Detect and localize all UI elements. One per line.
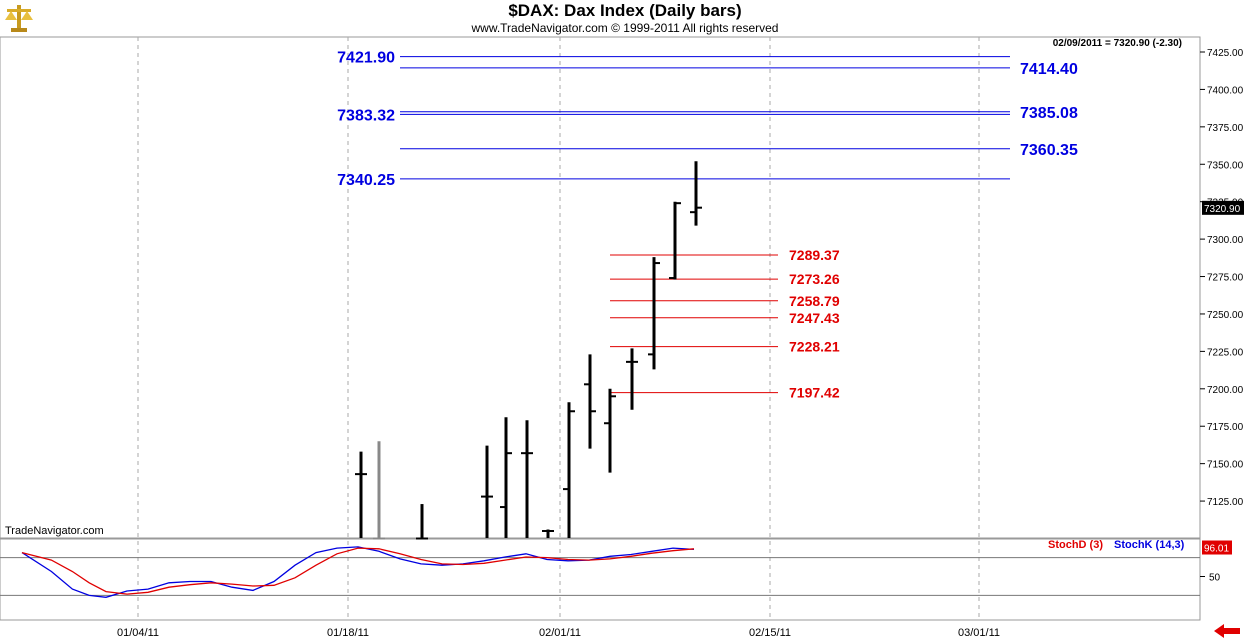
ohlc-bar (584, 354, 596, 449)
osc-last-tag (1202, 540, 1232, 555)
watermark: TradeNavigator.com (5, 525, 104, 537)
ohlc-bar (626, 348, 638, 410)
blue-level-label: 7340.25 (337, 172, 395, 189)
red-level-label: 7258.79 (789, 293, 840, 309)
chart-header: $DAX: Dax Index (Daily bars) www.TradeNa… (0, 0, 1250, 37)
red-level-label: 7247.43 (789, 310, 840, 326)
scales-logo-icon (5, 5, 33, 32)
ohlc-bar (542, 529, 554, 538)
osc-tick-label: 50 (1209, 573, 1221, 584)
price-tick-label: 7300.00 (1207, 235, 1244, 246)
stochastic-panel (21, 546, 695, 598)
ohlc-bar (604, 388, 616, 473)
red-level-label: 7273.26 (789, 271, 840, 287)
blue-level-label: 7414.40 (1020, 61, 1078, 78)
price-tick-label: 7125.00 (1207, 497, 1244, 508)
stochk-line (21, 546, 695, 598)
blue-level-label: 7385.08 (1020, 105, 1078, 122)
ohlc-bar (521, 420, 533, 538)
stochd-line (21, 547, 695, 595)
price-tick-label: 7250.00 (1207, 310, 1244, 321)
chart-title: $DAX: Dax Index (Daily bars) (508, 1, 742, 20)
chart-subtitle: www.TradeNavigator.com © 1999-2011 All r… (471, 21, 779, 35)
price-axis: 7425.007400.007375.007350.007325.007300.… (1200, 48, 1244, 584)
ohlc-bar (690, 161, 702, 226)
price-tick-label: 7200.00 (1207, 385, 1244, 396)
price-tick-label: 7150.00 (1207, 460, 1244, 471)
fib-levels: 7421.90 7414.40 7383.32 7385.08 7360.35 7340.… (337, 50, 1078, 401)
osc-last-label: 96.01 (1204, 544, 1229, 555)
price-readout: 02/09/2011 = 7320.90 (-2.30) (1053, 38, 1182, 49)
ohlc-bar (563, 402, 575, 538)
osc-panel-border (0, 538, 1201, 621)
price-tick-label: 7425.00 (1207, 48, 1244, 59)
red-level-label: 7197.42 (789, 385, 840, 401)
ohlc-bar (373, 441, 385, 540)
scroll-arrow-icon[interactable] (1214, 624, 1240, 638)
main-panel-border (0, 36, 1201, 539)
red-level-label: 7289.37 (789, 247, 840, 263)
stochd-legend: StochD (3) (1048, 539, 1103, 551)
price-tick-label: 7375.00 (1207, 123, 1244, 134)
price-bars (355, 161, 702, 540)
date-axis: 01/04/11 01/18/11 02/01/11 02/15/11 03/01/11 (117, 627, 1000, 639)
price-tick-label: 7275.00 (1207, 273, 1244, 284)
date-tick-label: 01/18/11 (327, 627, 369, 639)
price-tick-label: 7400.00 (1207, 85, 1244, 96)
price-tick-label: 7175.00 (1207, 422, 1244, 433)
blue-level-label: 7383.32 (337, 107, 395, 124)
ohlc-bar (481, 445, 493, 538)
ohlc-bar (648, 257, 660, 370)
ohlc-bar (416, 504, 428, 540)
blue-level-label: 7421.90 (337, 50, 395, 67)
price-tick-label: 7225.00 (1207, 347, 1244, 358)
price-tick-label: 7350.00 (1207, 160, 1244, 171)
date-tick-label: 02/15/11 (749, 627, 791, 639)
ohlc-bar (669, 201, 681, 280)
last-price-label: 7320.90 (1204, 204, 1241, 215)
date-tick-label: 01/04/11 (117, 627, 159, 639)
blue-level-label: 7360.35 (1020, 142, 1078, 159)
red-level-label: 7228.21 (789, 339, 840, 355)
grid-lines (0, 36, 1201, 621)
date-tick-label: 03/01/11 (958, 627, 1000, 639)
stochk-legend: StochK (14,3) (1114, 539, 1185, 551)
ohlc-bar (355, 451, 367, 538)
ohlc-bar (500, 417, 512, 538)
last-price-tag (1202, 200, 1244, 215)
date-tick-label: 02/01/11 (539, 627, 581, 639)
